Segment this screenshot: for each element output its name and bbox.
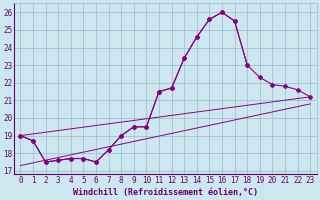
X-axis label: Windchill (Refroidissement éolien,°C): Windchill (Refroidissement éolien,°C) <box>73 188 258 197</box>
